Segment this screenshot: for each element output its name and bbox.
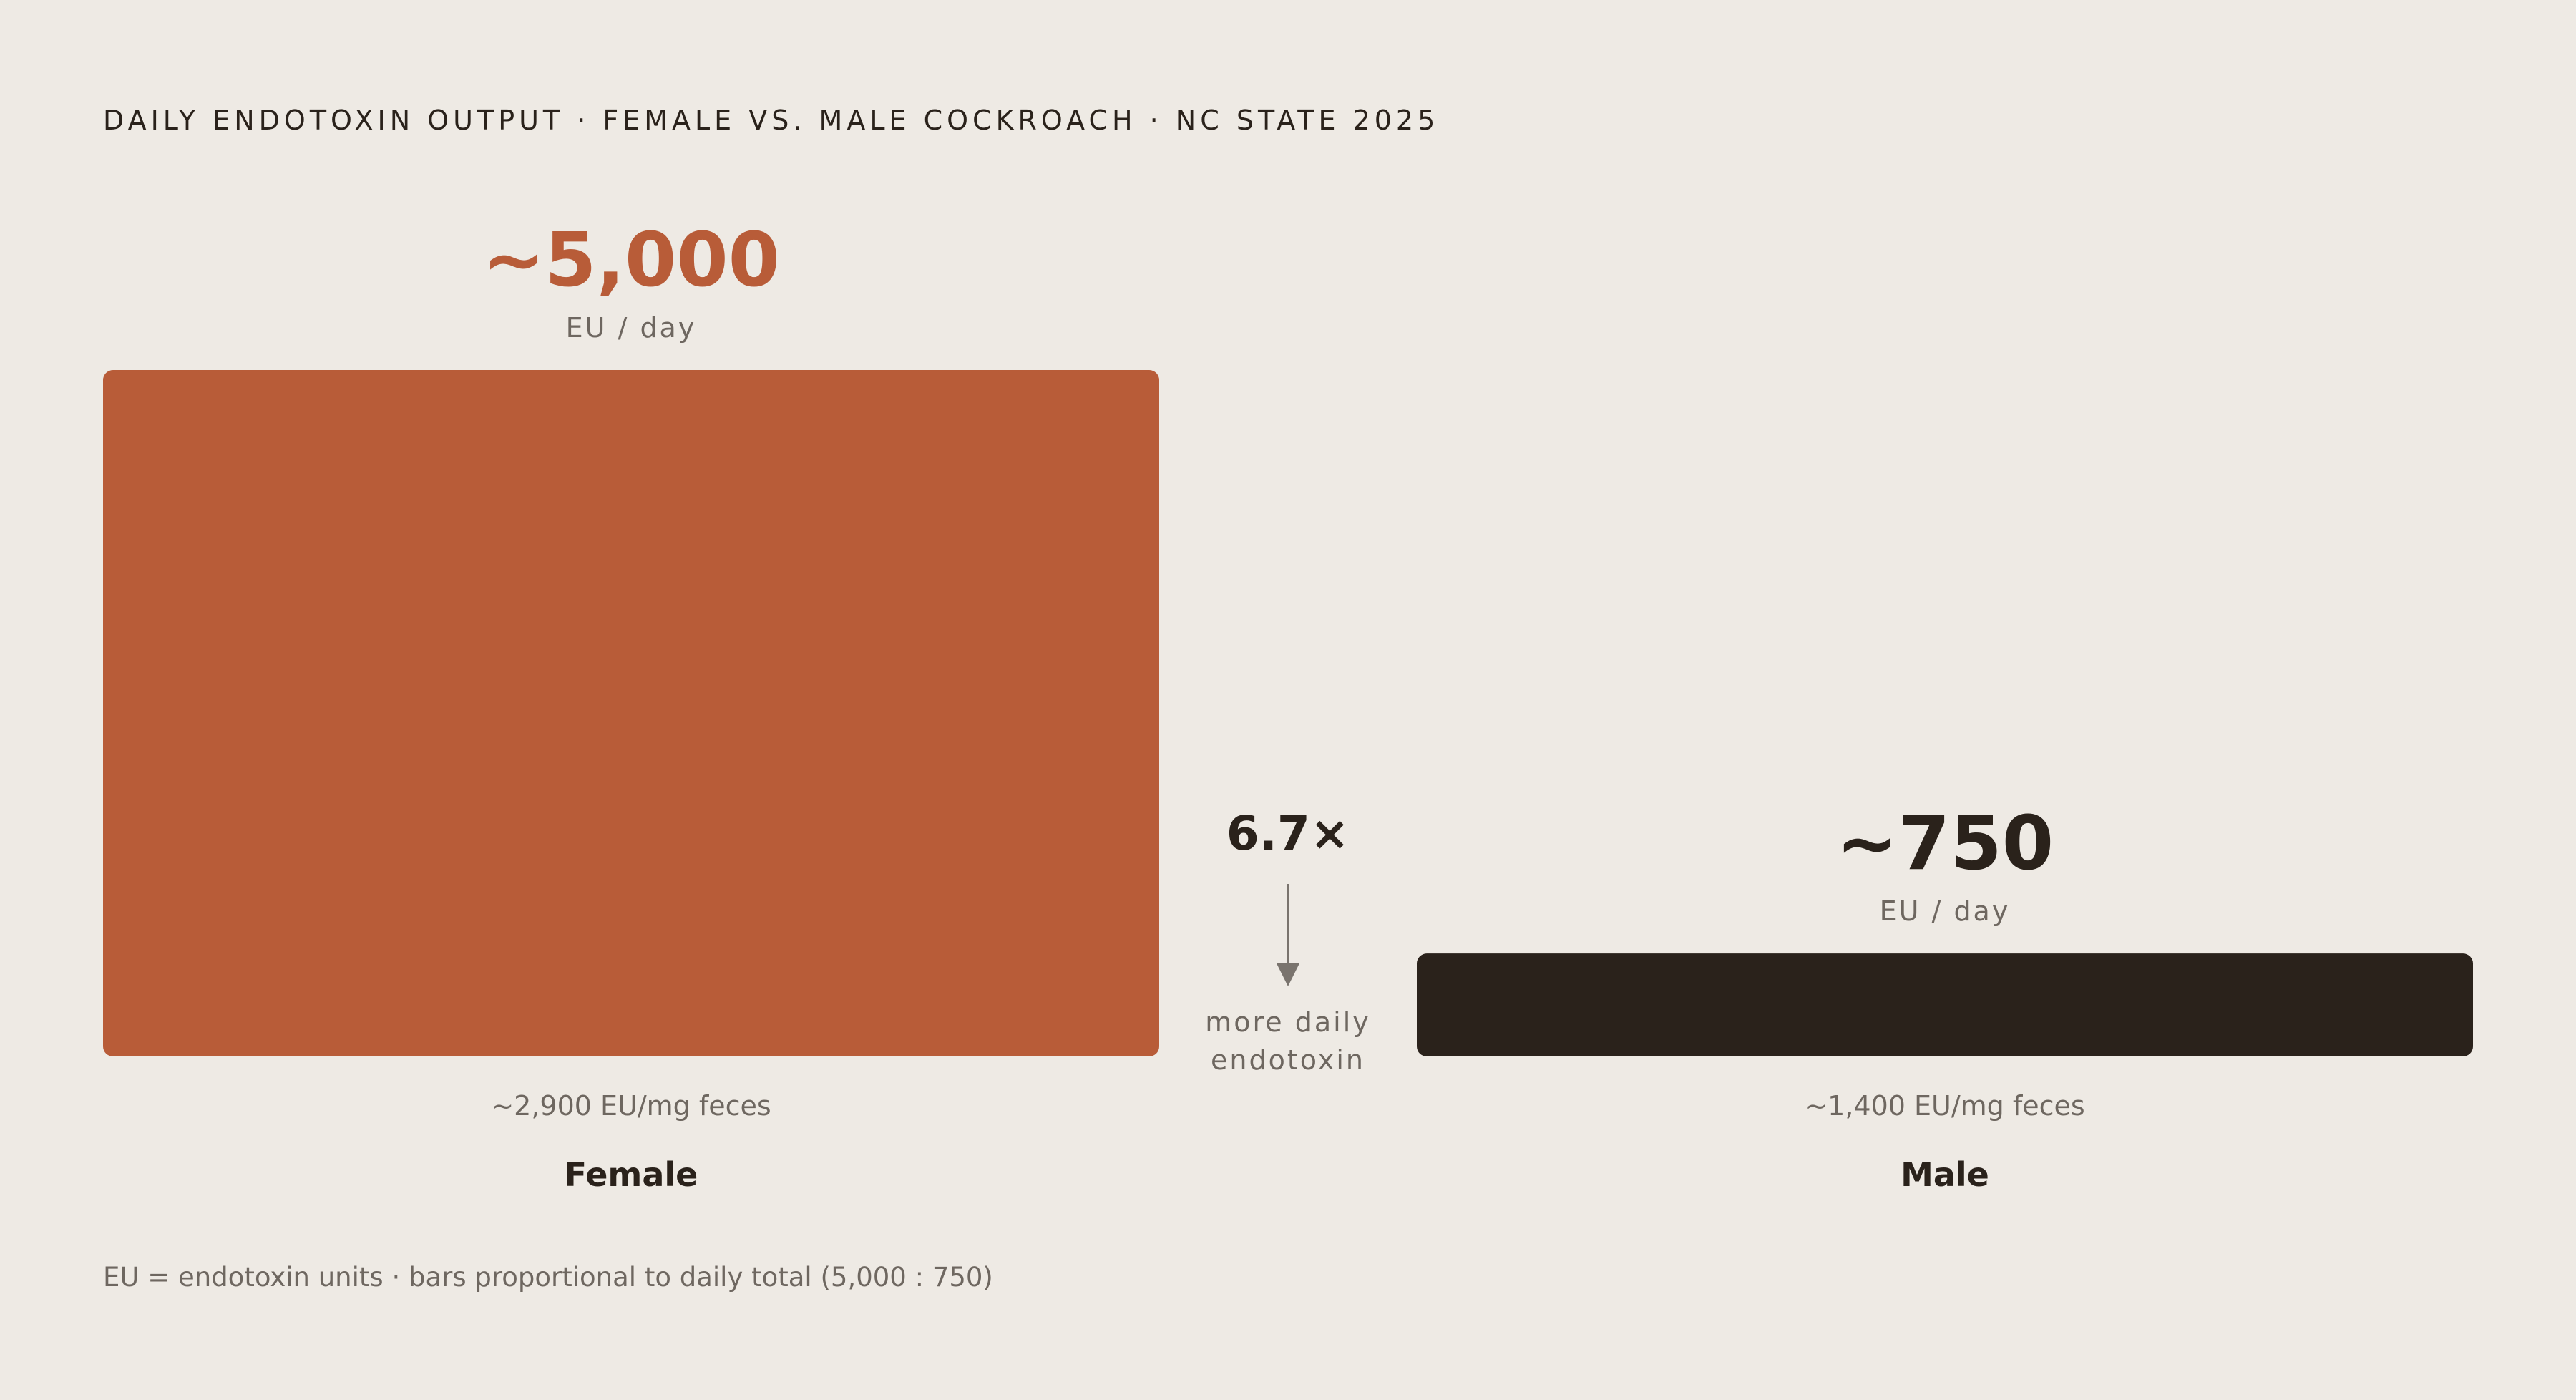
female-bar: [103, 370, 1159, 1056]
female-value-label: ~5,000: [482, 216, 780, 303]
footnote: EU = endotoxin units · bars proportional…: [103, 1262, 993, 1293]
comparison-callout: 6.7× more daily endotoxin: [1205, 806, 1371, 1076]
male-value-label: ~750: [1836, 799, 2054, 887]
chart-title: DAILY ENDOTOXIN OUTPUT · FEMALE VS. MALE…: [103, 104, 1439, 136]
ratio-value: 6.7×: [1226, 806, 1350, 861]
ratio-caption-line2: endotoxin: [1211, 1044, 1365, 1076]
male-bar: [1417, 953, 2473, 1056]
female-secondary-label: ~2,900 EU/mg feces: [491, 1090, 771, 1122]
ratio-caption-line1: more daily: [1205, 1006, 1371, 1038]
bars-layer: ~5,000 EU / day ~2,900 EU/mg feces Female ~7…: [103, 216, 2473, 1194]
male-unit-label: EU / day: [1880, 895, 2011, 927]
arrowhead-icon: [1277, 963, 1299, 986]
female-unit-label: EU / day: [566, 312, 697, 344]
male-category-label: Male: [1901, 1155, 1989, 1194]
female-category-label: Female: [565, 1155, 698, 1194]
male-secondary-label: ~1,400 EU/mg feces: [1805, 1090, 2084, 1122]
